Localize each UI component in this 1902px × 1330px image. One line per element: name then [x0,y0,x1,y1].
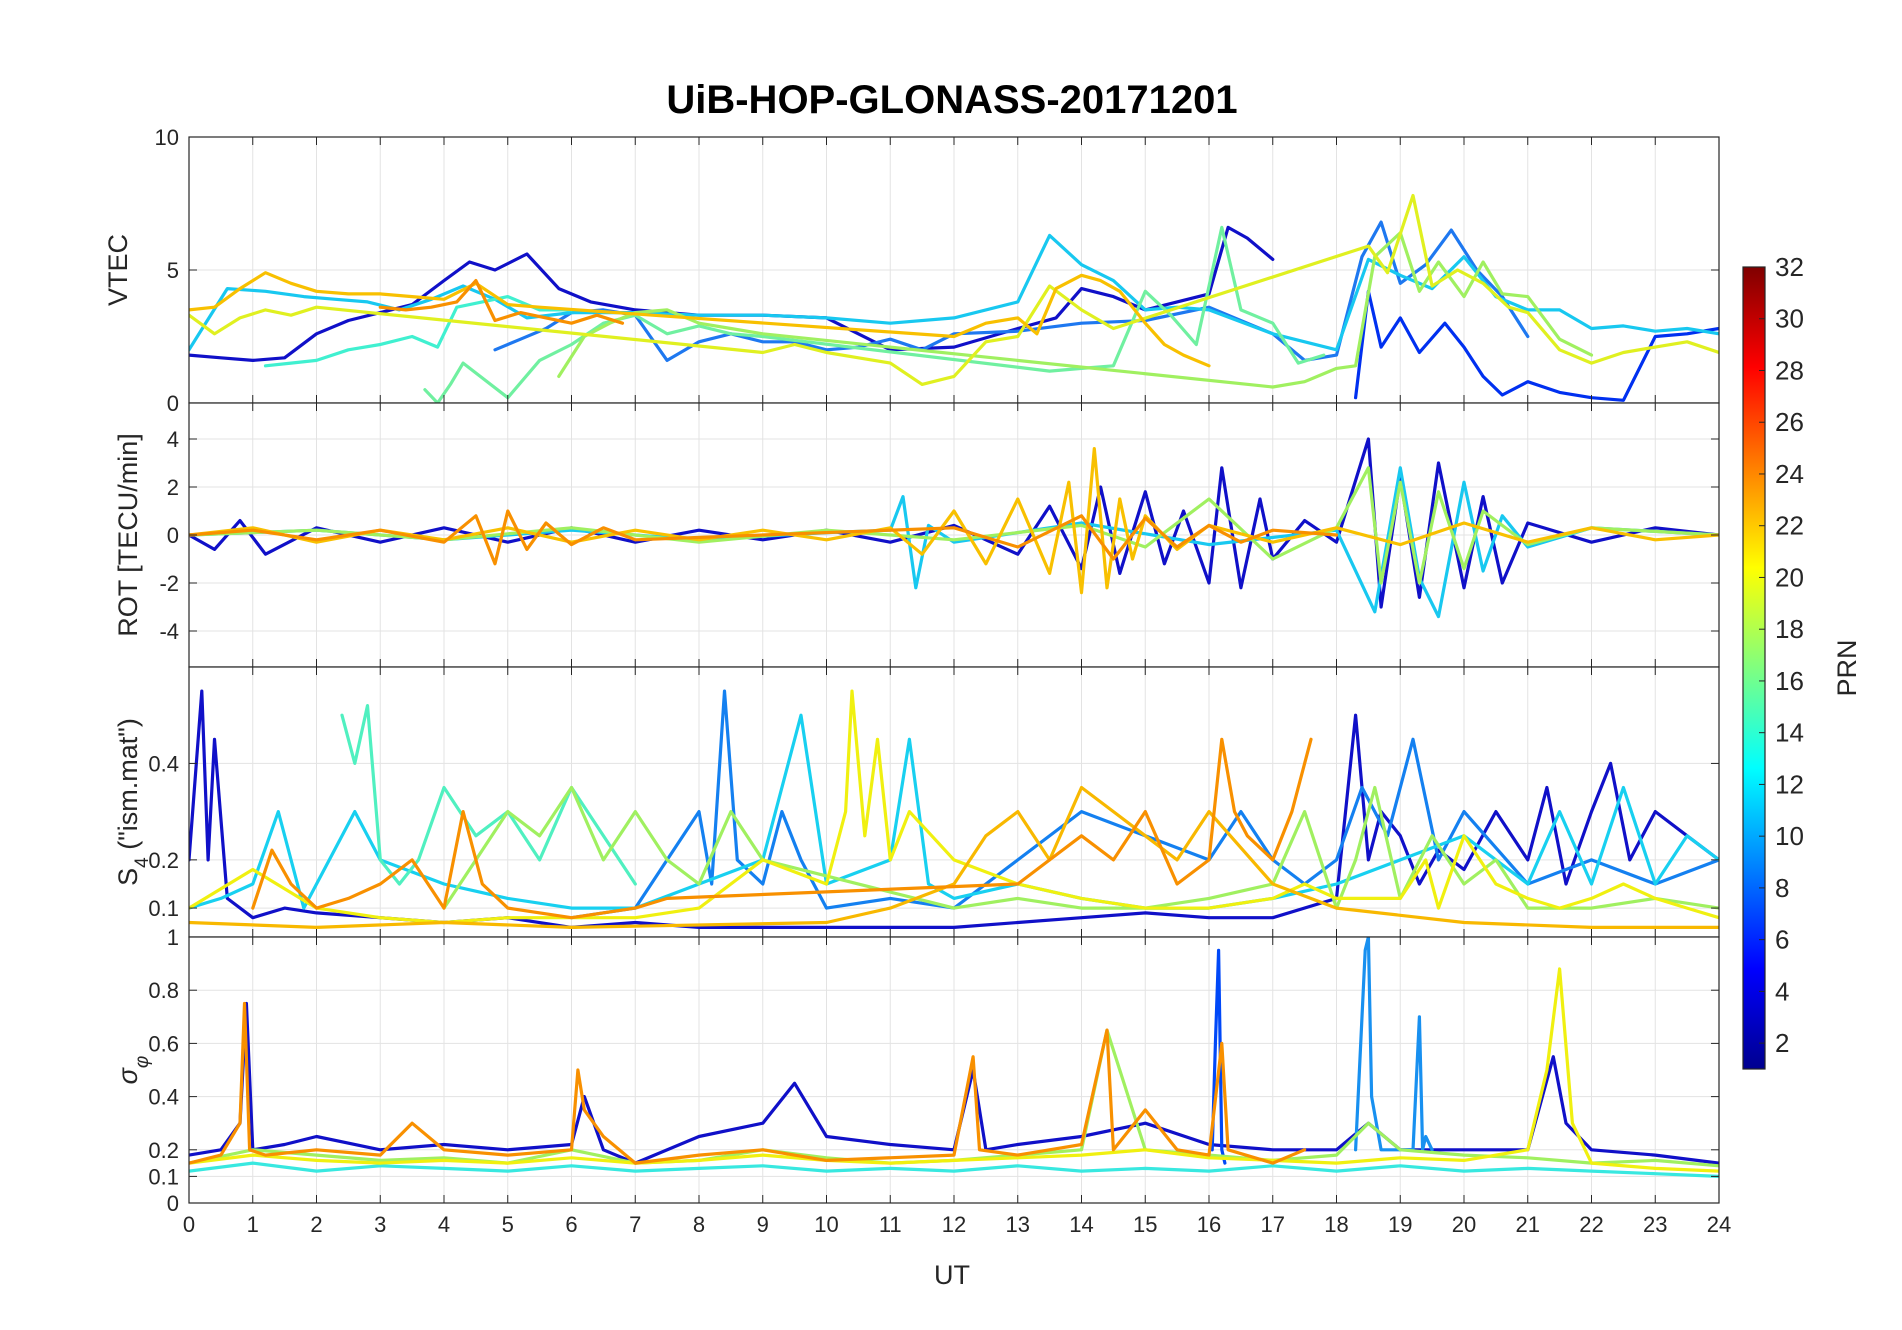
x-tick-label: 11 [879,1212,902,1237]
colorbar-label: PRN [1832,639,1862,696]
x-tick-label: 23 [1643,1212,1667,1237]
x-tick-label: 9 [757,1212,769,1237]
x-axis-label: UT [934,1260,970,1290]
colorbar-tick-label: 28 [1775,355,1804,385]
x-tick-label: 10 [814,1212,838,1237]
x-tick-label: 16 [1197,1212,1221,1237]
series-line-prn-2 [189,1001,1719,1165]
chart-title: UiB-HOP-GLONASS-20171201 [666,78,1237,122]
y-tick-label: 0.4 [148,751,179,776]
x-tick-label: 19 [1388,1212,1412,1237]
y-axis-label-sigma_phi: σφ [113,1056,153,1085]
y-tick-label: 5 [167,258,179,283]
colorbar-tick-label: 10 [1775,821,1804,851]
series-line-prn-13 [263,295,574,368]
x-tick-label: 22 [1579,1212,1603,1237]
series-line-prn-12 [189,713,1719,910]
series-line-prn-23 [189,1001,1307,1165]
series-line-prn-5 [1210,948,1227,1165]
series-line-prn-9 [1353,937,1434,1152]
series-group [189,689,1719,930]
panel-rot: -4 -2 0 2 4 ROT [TECU/min] [113,402,1720,668]
y-tick-label: 1 [167,925,179,950]
series-group [189,193,1719,403]
x-tick-label: 15 [1133,1212,1157,1237]
x-tick-label: 2 [310,1212,322,1237]
series-line-prn-23 [189,509,1339,566]
colorbar-tick-label: 6 [1775,925,1789,955]
x-tick-label: 14 [1069,1212,1093,1237]
y-tick-label: 0.6 [148,1031,179,1056]
y-tick-label: 0.8 [148,978,179,1003]
colorbar-tick-label: 26 [1775,407,1804,437]
y-tick-label: 0 [167,391,179,416]
series-line-prn-19 [189,967,1719,1173]
series-line-prn-13 [189,1161,1719,1179]
x-tick-label: 3 [374,1212,386,1237]
x-tick-label: 18 [1324,1212,1348,1237]
x-tick-label: 4 [438,1212,450,1237]
series-line-prn-21 [189,271,1211,368]
y-tick-label: 10 [155,125,179,150]
series-line-prn-2 [189,689,1719,930]
series-line-prn-23 [378,279,625,325]
colorbar-tick-label: 16 [1775,666,1804,696]
y-tick-label: 0.1 [148,896,179,921]
y-tick-label: 0.4 [148,1085,179,1110]
series-line-prn-19 [189,193,1719,386]
colorbar-gradient [1743,267,1765,1069]
y-tick-label: 2 [167,475,179,500]
colorbar-tick-label: 12 [1775,769,1804,799]
series-line-prn-23 [251,737,1313,920]
x-tick-label: 0 [183,1212,195,1237]
colorbar-frame [1742,266,1766,1070]
y-tick-label: -4 [159,619,179,644]
x-tick-label: 17 [1261,1212,1285,1237]
x-tick-label: 5 [502,1212,514,1237]
colorbar-tick-label: 8 [1775,873,1789,903]
series-group [189,937,1719,1179]
y-tick-label: -2 [159,571,179,596]
series-line-prn-15 [423,225,1326,403]
y-tick-label: 0.2 [148,1138,179,1163]
colorbar-tick-label: 18 [1775,614,1804,644]
panel-s4: 0.1 0.2 0.4S4 ("ism.mat") [113,666,1720,938]
series-line-prn-11 [189,233,1719,352]
panel-vtec: 0 5 10 VTEC [103,125,1720,416]
x-tick-label: 1 [247,1212,259,1237]
x-tick-label: 21 [1516,1212,1540,1237]
y-tick-label: 0 [167,1191,179,1216]
series-line-prn-21 [189,785,1719,930]
colorbar-tick-label: 24 [1775,459,1804,489]
x-tick-label: 20 [1452,1212,1476,1237]
x-tick-label: 8 [693,1212,705,1237]
x-tick-label: 12 [942,1212,966,1237]
colorbar-tick-label: 22 [1775,511,1804,541]
x-tick-label: 6 [565,1212,577,1237]
series-line-prn-4 [1353,289,1719,402]
y-axis-label-vtec: VTEC [103,234,133,306]
y-axis-label-rot: ROT [TECU/min] [113,433,143,637]
colorbar-tick-label: 14 [1775,718,1804,748]
x-tick-label: 24 [1707,1212,1731,1237]
colorbar-tick-label: 32 [1775,252,1804,282]
y-tick-label: 0.2 [148,848,179,873]
panel-sigma_phi: 0 1 2 3 4 5 6 7 8 9 10 11 12 13 14 15 16 17 18 19 20 21 22 23 24… [113,925,1731,1237]
y-tick-label: 0.1 [148,1164,179,1189]
y-tick-label: 4 [167,427,179,452]
x-tick-label: 7 [629,1212,641,1237]
series-line-prn-17 [557,231,1594,389]
series-group [189,437,1719,619]
colorbar-tick-label: 4 [1775,976,1789,1006]
colorbar-tick-label: 30 [1775,304,1804,334]
x-tick-label: 13 [1006,1212,1030,1237]
colorbar-tick-label: 20 [1775,562,1804,592]
series-line-prn-17 [189,466,1719,585]
y-axis-label-s4: S4 ("ism.mat") [113,718,153,886]
colorbar-tick-label: 2 [1775,1028,1789,1058]
y-tick-label: 0 [167,523,179,548]
